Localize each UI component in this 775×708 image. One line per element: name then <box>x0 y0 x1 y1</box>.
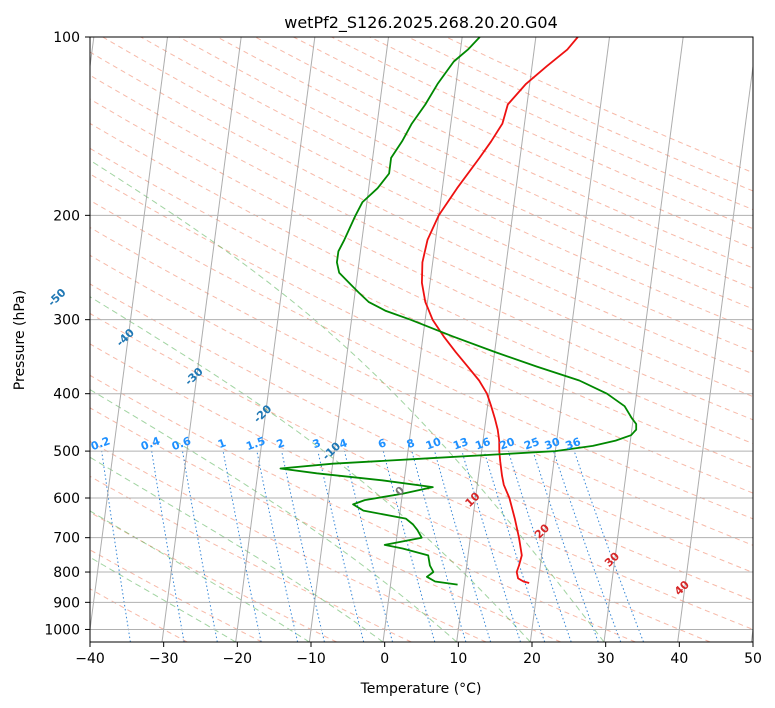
isotherm-line <box>90 37 168 634</box>
mixing-ratio-label: 2 <box>275 436 287 451</box>
mixing-ratio-line <box>553 450 622 642</box>
x-tick-label: −40 <box>75 651 105 667</box>
y-tick-label: 200 <box>53 208 80 224</box>
dry-adiabat-line <box>90 407 561 642</box>
mixing-ratio-label: 10 <box>424 435 443 453</box>
dry-adiabat-line <box>90 74 753 398</box>
moist-adiabat-line <box>90 456 384 642</box>
mixing-ratio-line <box>483 450 546 642</box>
temperature-line <box>421 37 579 584</box>
dry-adiabat-line <box>90 312 753 630</box>
dry-adiabat-line <box>90 173 753 494</box>
dry-adiabat-line <box>216 37 753 289</box>
dry-adiabat-line <box>90 511 337 642</box>
mixing-ratio-line <box>256 451 299 642</box>
mixing-ratio-label: 0.6 <box>170 434 193 453</box>
mixing-ratio-line <box>434 450 492 642</box>
mixing-ratio-label: 30 <box>543 435 562 453</box>
moist-adiabat-line <box>90 159 605 642</box>
y-tick-label: 800 <box>53 565 80 581</box>
mixing-ratio-label: 8 <box>405 436 417 451</box>
isotherm-line <box>308 37 389 642</box>
mixing-ratio-line <box>222 451 262 642</box>
y-tick-label: 900 <box>53 595 80 611</box>
y-tick-label: 1000 <box>44 622 80 638</box>
mixing-ratio-label: 13 <box>451 435 470 452</box>
plot-frame <box>89 36 754 643</box>
x-tick-label: −20 <box>223 651 253 667</box>
profile-lines <box>279 37 638 586</box>
dewpoint-line <box>279 37 638 586</box>
x-tick-label: 20 <box>523 651 541 667</box>
background-lines <box>90 37 753 642</box>
mixing-ratio-label: 0.2 <box>89 434 112 453</box>
y-axis: 100 200 300 400 500 600 700 800 900 1000 <box>44 30 90 638</box>
moist-adiabat-line <box>90 388 458 642</box>
y-tick-label: 300 <box>53 313 80 329</box>
y-tick-label: 100 <box>53 30 80 46</box>
y-tick-label: 500 <box>53 444 80 460</box>
mixing-ratio-line <box>411 450 467 642</box>
isotherm-line <box>529 37 610 642</box>
mixing-ratio-line <box>507 450 572 642</box>
mixing-ratio-label: 20 <box>498 435 517 453</box>
mixing-ratio-label: 1 <box>216 436 228 451</box>
mixing-ratio-line <box>573 450 644 642</box>
isotherm-line <box>456 37 537 642</box>
x-axis: −40 −30 −20 −10 0 10 20 30 40 50 <box>75 642 762 667</box>
dry-adiabat-line <box>90 343 711 642</box>
y-tick-label: 700 <box>53 531 80 547</box>
mixing-ratio-label: 0.4 <box>139 434 162 453</box>
moist-adiabat-line <box>90 556 236 642</box>
chart-title: wetPf2_S126.2025.268.20.20.G04 <box>284 13 558 33</box>
mixing-ratio-label: 1.5 <box>244 434 267 453</box>
x-tick-label: −10 <box>296 651 326 667</box>
mixing-ratio-line <box>317 450 365 642</box>
dry-adiabat-line <box>102 37 753 353</box>
x-tick-label: 0 <box>380 651 389 667</box>
dry-adiabat-line <box>90 549 263 642</box>
dry-adiabat-line <box>90 440 487 642</box>
x-tick-label: 30 <box>597 651 615 667</box>
isotherm-line <box>603 37 684 642</box>
mixing-ratio-label: 3 <box>311 436 323 451</box>
dry-adiabat-line <box>90 374 636 642</box>
grid-lines <box>90 37 753 642</box>
mixing-ratio-line <box>532 450 599 642</box>
mixing-ratio-label: 36 <box>564 435 583 453</box>
y-axis-label: Pressure (hPa) <box>12 290 28 390</box>
x-tick-label: −30 <box>149 651 179 667</box>
mixing-ratio-label: 25 <box>522 435 541 452</box>
dry-adiabat-line <box>90 199 753 520</box>
isotherm-line <box>677 62 753 642</box>
mixing-ratio-line <box>281 451 325 642</box>
isotherm-line <box>161 37 242 642</box>
mixing-ratio-label: 16 <box>473 435 492 453</box>
mixing-ratio-label: 6 <box>376 436 388 451</box>
x-axis-label: Temperature (°C) <box>360 681 482 697</box>
mixing-ratio-label: 4 <box>337 436 349 451</box>
isotherm-line <box>235 37 316 642</box>
mixing-ratio-line <box>461 450 521 642</box>
dry-adiabat-line <box>90 122 753 445</box>
y-tick-label: 600 <box>53 491 80 507</box>
isotherm-line <box>382 37 463 642</box>
x-tick-label: 10 <box>449 651 467 667</box>
y-tick-label: 400 <box>53 387 80 403</box>
x-tick-label: 50 <box>744 651 762 667</box>
dry-adiabat-line <box>90 226 753 546</box>
moist-adiabat-line <box>90 296 531 642</box>
x-tick-label: 40 <box>670 651 688 667</box>
